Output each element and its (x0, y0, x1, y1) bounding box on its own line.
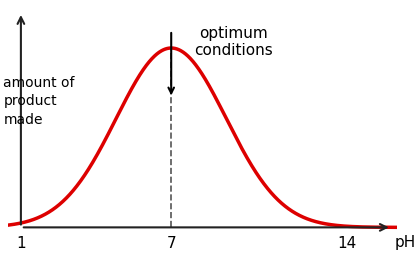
Text: pH: pH (394, 234, 415, 249)
Text: optimum
conditions: optimum conditions (194, 26, 273, 58)
Text: amount of
product
made: amount of product made (3, 76, 75, 126)
Text: 1: 1 (16, 235, 26, 250)
Text: 7: 7 (166, 235, 176, 250)
Text: 14: 14 (337, 235, 356, 250)
